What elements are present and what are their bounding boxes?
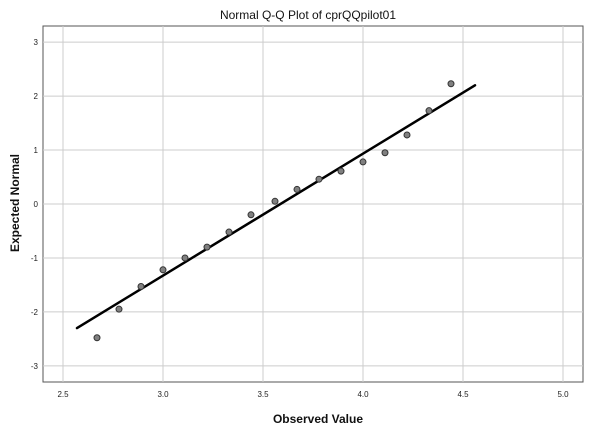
- data-point: [315, 175, 323, 183]
- y-tick-label: -1: [31, 254, 39, 263]
- data-points: [93, 80, 455, 342]
- data-point: [225, 228, 233, 236]
- data-point: [137, 283, 145, 291]
- data-point: [247, 211, 255, 219]
- data-point: [203, 243, 211, 251]
- y-axis-label: Expected Normal: [8, 154, 22, 252]
- x-tick-label: 2.5: [57, 390, 69, 399]
- data-point: [293, 185, 301, 193]
- y-tick-label: -3: [31, 362, 39, 371]
- y-tick-label: 3: [34, 38, 39, 47]
- x-tick-label: 3.0: [157, 390, 169, 399]
- data-point: [425, 107, 433, 115]
- x-tick-label: 3.5: [257, 390, 269, 399]
- grid-lines: [43, 26, 583, 382]
- data-point: [115, 305, 123, 313]
- data-point: [403, 131, 411, 139]
- x-tick-label: 4.0: [357, 390, 369, 399]
- chart-title: Normal Q-Q Plot of cprQQpilot01: [220, 8, 396, 22]
- y-tick-label: 1: [34, 146, 39, 155]
- data-point: [359, 158, 367, 166]
- y-tick-label: -2: [31, 308, 39, 317]
- tick-labels: 2.5 3.0 3.5 4.0 4.5 5.0 3 2 1 0 -1 -2 -3: [31, 38, 569, 399]
- x-tick-label: 5.0: [557, 390, 569, 399]
- data-point: [181, 254, 189, 262]
- y-tick-label: 0: [34, 200, 39, 209]
- data-point: [447, 80, 455, 88]
- x-tick-label: 4.5: [457, 390, 469, 399]
- data-point: [159, 266, 167, 274]
- data-point: [271, 197, 279, 205]
- data-point: [93, 334, 101, 342]
- data-point: [337, 167, 345, 175]
- x-axis-label: Observed Value: [273, 412, 363, 426]
- data-point: [381, 149, 389, 157]
- y-tick-label: 2: [34, 92, 39, 101]
